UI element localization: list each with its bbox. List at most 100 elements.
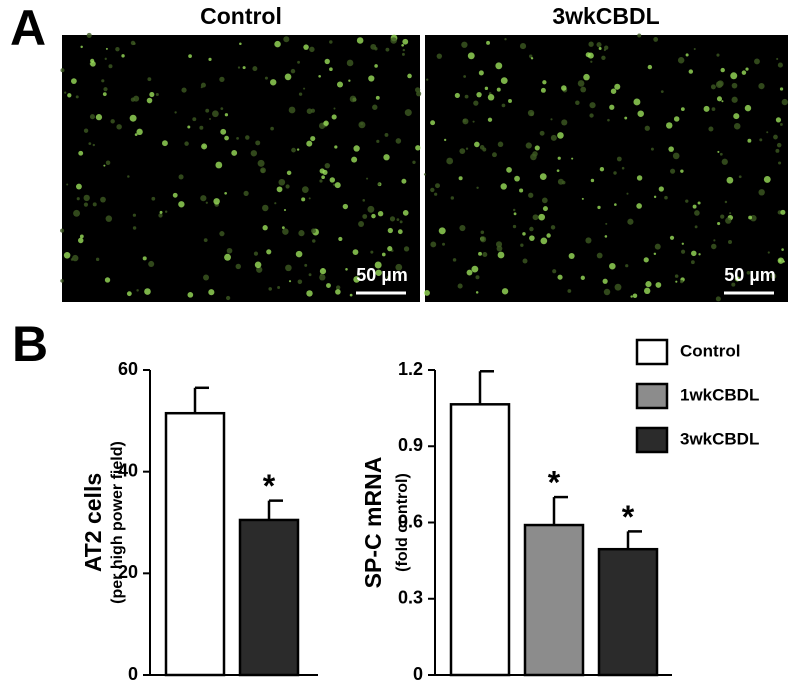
cell xyxy=(538,213,546,221)
cell xyxy=(587,52,594,59)
cell xyxy=(522,232,526,236)
cell xyxy=(550,225,556,230)
cell xyxy=(680,107,685,111)
cell xyxy=(349,95,357,103)
cell xyxy=(434,192,438,196)
cell xyxy=(670,168,676,174)
cell xyxy=(136,128,143,136)
cell xyxy=(519,43,527,50)
cell xyxy=(255,140,261,146)
cell xyxy=(270,79,277,86)
cell xyxy=(711,243,717,250)
cell xyxy=(763,175,771,183)
cell xyxy=(758,83,765,90)
cell xyxy=(457,283,463,289)
cell xyxy=(298,230,305,237)
cell xyxy=(319,274,326,281)
cell xyxy=(731,82,738,89)
cell xyxy=(105,215,113,222)
cell xyxy=(450,196,455,200)
cell xyxy=(550,118,553,121)
cell xyxy=(252,66,258,72)
cell xyxy=(643,287,651,295)
cell xyxy=(226,295,231,301)
cell xyxy=(720,67,725,73)
cell xyxy=(235,263,241,270)
cell xyxy=(162,140,168,147)
cell xyxy=(673,116,680,122)
cell xyxy=(80,45,83,49)
cell xyxy=(262,225,268,231)
cell xyxy=(480,236,487,243)
cell xyxy=(530,57,534,60)
cell xyxy=(401,43,404,47)
cell xyxy=(205,108,210,113)
cell xyxy=(557,132,564,139)
cell xyxy=(632,293,638,299)
cell xyxy=(60,279,64,283)
cell xyxy=(188,54,192,59)
cell xyxy=(268,287,272,291)
y-tick-label: 0.9 xyxy=(398,435,423,455)
cell xyxy=(478,251,482,256)
cell xyxy=(326,283,331,288)
cell xyxy=(512,224,517,229)
cell xyxy=(621,166,625,170)
cell xyxy=(336,81,344,88)
cell xyxy=(779,123,783,126)
cell xyxy=(283,36,290,43)
cell xyxy=(602,278,608,284)
y-tick-label: 1.2 xyxy=(398,359,423,379)
y-tick-label: 60 xyxy=(118,359,138,379)
cell xyxy=(730,72,738,80)
cell xyxy=(778,161,782,165)
cell xyxy=(610,88,617,94)
cell xyxy=(442,242,446,246)
cell xyxy=(654,243,661,250)
cell xyxy=(664,195,668,200)
cell xyxy=(331,114,337,120)
cell xyxy=(374,64,378,68)
cell xyxy=(681,242,684,245)
cell xyxy=(653,252,657,256)
cell xyxy=(698,253,701,256)
cell xyxy=(377,211,384,217)
cell xyxy=(462,118,469,125)
cell xyxy=(303,44,309,50)
cell xyxy=(716,53,720,57)
cell xyxy=(770,273,777,280)
cell xyxy=(733,122,741,130)
cell xyxy=(688,69,694,74)
cell xyxy=(415,145,421,151)
cell xyxy=(645,281,652,288)
cell xyxy=(262,204,269,212)
cell xyxy=(200,195,207,202)
cell xyxy=(395,263,403,271)
cell xyxy=(500,77,508,85)
cell xyxy=(596,252,603,259)
cell xyxy=(146,97,153,104)
cell xyxy=(539,130,545,136)
cell xyxy=(324,162,331,169)
cell xyxy=(666,122,673,129)
cell xyxy=(104,57,107,60)
cell xyxy=(614,83,621,90)
cell xyxy=(319,268,327,275)
cell xyxy=(236,136,239,140)
cell xyxy=(303,87,306,90)
cell xyxy=(561,119,568,126)
cell xyxy=(338,236,343,242)
cell xyxy=(164,210,168,213)
cell xyxy=(342,203,349,210)
cell xyxy=(132,213,137,217)
cell xyxy=(528,192,534,198)
cell xyxy=(609,104,615,110)
cell xyxy=(226,247,233,254)
cell xyxy=(729,212,732,215)
cell xyxy=(88,142,92,146)
cell xyxy=(599,167,605,172)
cell xyxy=(220,107,224,110)
cell xyxy=(105,47,108,50)
cell xyxy=(534,145,540,151)
cell xyxy=(580,86,587,93)
